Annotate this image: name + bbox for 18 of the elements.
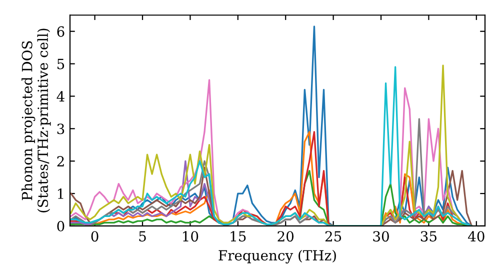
y-tick-label: 6 <box>57 26 64 37</box>
y-tick-label: 4 <box>56 91 64 102</box>
y-tick-label: 1 <box>58 188 64 199</box>
y-tick-label: 3 <box>57 124 64 134</box>
x-tick-label: 25 <box>325 231 342 242</box>
x-tick-label: 20 <box>278 231 294 242</box>
x-tick-label: 35 <box>420 231 436 242</box>
x-tick-label: 30 <box>373 231 389 242</box>
x-tick-label: 0 <box>91 231 98 242</box>
x-tick-label: 10 <box>183 231 198 242</box>
y-tick-label: 5 <box>57 58 64 70</box>
x-tick-label: 5 <box>139 231 146 242</box>
x-axis-title: Frequency (THz) <box>218 250 336 264</box>
x-tick-label: 15 <box>230 231 246 242</box>
y-tick-label: 0 <box>57 220 64 232</box>
y-axis-title: Phonon projected DOS (States/THz·primitive cell) <box>22 28 51 212</box>
x-tick-label: 40 <box>468 231 484 242</box>
y-tick-label: 2 <box>57 156 64 166</box>
